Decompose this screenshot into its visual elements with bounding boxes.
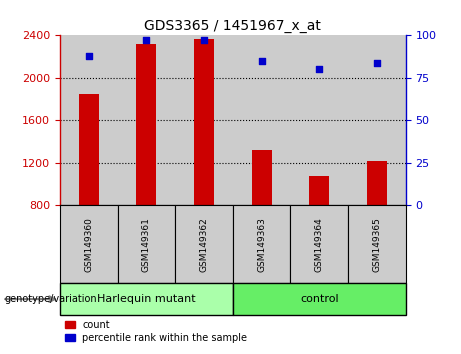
- Bar: [252, 150, 272, 205]
- FancyBboxPatch shape: [175, 205, 233, 283]
- Text: GSM149360: GSM149360: [84, 217, 93, 272]
- Point: [200, 38, 207, 43]
- Point: [315, 67, 323, 72]
- Bar: [290, 35, 348, 205]
- Point: [85, 53, 92, 59]
- Point: [258, 58, 266, 64]
- FancyBboxPatch shape: [233, 205, 290, 283]
- FancyBboxPatch shape: [233, 283, 406, 315]
- Text: GSM149364: GSM149364: [315, 217, 324, 272]
- Text: control: control: [300, 294, 338, 304]
- Bar: [348, 35, 406, 205]
- Point: [373, 60, 381, 65]
- Text: genotype/variation: genotype/variation: [5, 294, 97, 304]
- Bar: [136, 44, 156, 205]
- Text: GSM149363: GSM149363: [257, 217, 266, 272]
- Text: GSM149361: GSM149361: [142, 217, 151, 272]
- FancyBboxPatch shape: [290, 205, 348, 283]
- Bar: [233, 35, 290, 205]
- Title: GDS3365 / 1451967_x_at: GDS3365 / 1451967_x_at: [144, 19, 321, 33]
- FancyBboxPatch shape: [348, 205, 406, 283]
- Text: GSM149365: GSM149365: [372, 217, 381, 272]
- Text: GSM149362: GSM149362: [200, 217, 208, 272]
- Bar: [175, 35, 233, 205]
- Bar: [79, 94, 99, 205]
- FancyBboxPatch shape: [118, 205, 175, 283]
- Bar: [367, 161, 387, 205]
- Bar: [194, 39, 214, 205]
- FancyBboxPatch shape: [60, 283, 233, 315]
- Bar: [60, 35, 118, 205]
- Point: [142, 38, 150, 43]
- Legend: count, percentile rank within the sample: count, percentile rank within the sample: [65, 320, 247, 343]
- Text: Harlequin mutant: Harlequin mutant: [97, 294, 195, 304]
- Bar: [118, 35, 175, 205]
- Bar: [309, 176, 329, 205]
- FancyBboxPatch shape: [60, 205, 118, 283]
